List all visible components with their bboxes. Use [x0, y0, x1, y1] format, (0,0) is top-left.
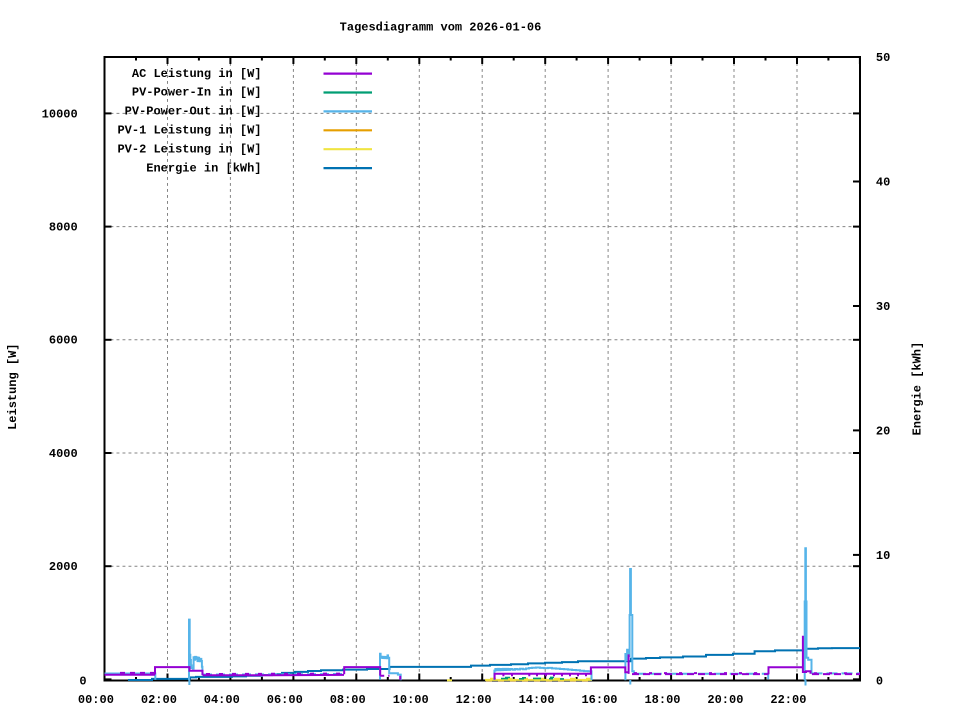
- svg-text:PV-2 Leistung in [W]: PV-2 Leistung in [W]: [117, 142, 261, 156]
- svg-text:Tagesdiagramm vom 2026-01-06: Tagesdiagramm vom 2026-01-06: [340, 21, 542, 35]
- svg-text:Energie [kWh]: Energie [kWh]: [911, 342, 925, 436]
- svg-text:2000: 2000: [49, 560, 78, 574]
- svg-text:PV-1 Leistung in [W]: PV-1 Leistung in [W]: [117, 124, 261, 138]
- svg-text:00:00: 00:00: [78, 693, 114, 707]
- svg-text:20:00: 20:00: [707, 693, 743, 707]
- svg-text:4000: 4000: [49, 447, 78, 461]
- svg-text:22:00: 22:00: [770, 693, 806, 707]
- svg-text:6000: 6000: [49, 334, 78, 348]
- svg-text:8000: 8000: [49, 221, 78, 235]
- svg-text:10000: 10000: [42, 107, 78, 121]
- svg-text:14:00: 14:00: [519, 693, 555, 707]
- svg-text:0: 0: [79, 675, 86, 689]
- svg-text:06:00: 06:00: [267, 693, 303, 707]
- svg-text:AC Leistung in [W]: AC Leistung in [W]: [132, 67, 262, 81]
- svg-text:50: 50: [876, 51, 890, 65]
- svg-text:40: 40: [876, 175, 890, 189]
- svg-text:08:00: 08:00: [330, 693, 366, 707]
- svg-text:12:00: 12:00: [456, 693, 492, 707]
- svg-text:02:00: 02:00: [141, 693, 177, 707]
- svg-text:PV-Power-Out in [W]: PV-Power-Out in [W]: [125, 105, 262, 119]
- svg-text:10:00: 10:00: [393, 693, 429, 707]
- svg-text:Energie in [kWh]: Energie in [kWh]: [146, 161, 261, 175]
- svg-text:20: 20: [876, 424, 890, 438]
- svg-text:PV-Power-In in [W]: PV-Power-In in [W]: [132, 86, 262, 100]
- svg-text:04:00: 04:00: [204, 693, 240, 707]
- svg-text:Leistung [W]: Leistung [W]: [6, 343, 20, 429]
- svg-text:18:00: 18:00: [644, 693, 680, 707]
- svg-text:0: 0: [876, 675, 883, 689]
- svg-text:10: 10: [876, 549, 890, 563]
- svg-text:30: 30: [876, 300, 890, 314]
- svg-text:16:00: 16:00: [581, 693, 617, 707]
